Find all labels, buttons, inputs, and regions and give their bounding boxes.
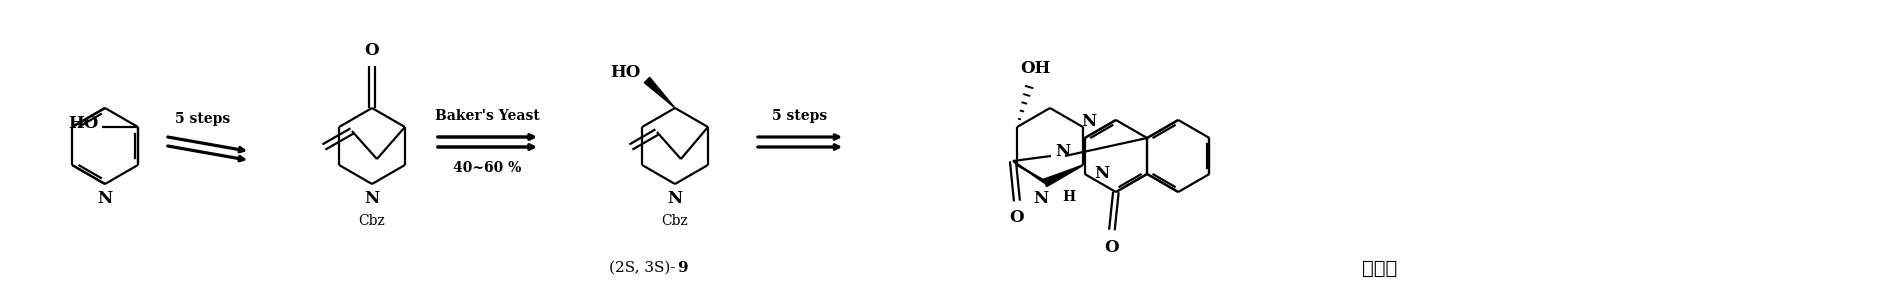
Text: 常山碕: 常山碕 — [1363, 258, 1398, 278]
Text: Cbz: Cbz — [661, 214, 689, 228]
Text: N: N — [1094, 165, 1109, 182]
Text: N: N — [668, 190, 683, 207]
Text: HO: HO — [610, 64, 642, 81]
Text: Cbz: Cbz — [359, 214, 385, 228]
Text: O: O — [364, 42, 379, 59]
Text: N: N — [98, 190, 113, 207]
Text: H: H — [1062, 190, 1076, 204]
Text: N: N — [364, 190, 379, 207]
Text: N: N — [1032, 190, 1047, 207]
Text: N: N — [1081, 113, 1096, 130]
Text: N: N — [1055, 143, 1070, 161]
Text: OH: OH — [1019, 60, 1051, 77]
Polygon shape — [1044, 165, 1083, 187]
Text: 40~60 %: 40~60 % — [454, 161, 522, 175]
Text: O: O — [1010, 209, 1025, 226]
Text: 5 steps: 5 steps — [771, 109, 828, 123]
Polygon shape — [644, 77, 676, 108]
Text: 5 steps: 5 steps — [175, 112, 231, 126]
Text: (2S, 3S)-: (2S, 3S)- — [608, 261, 676, 275]
Text: 9: 9 — [678, 261, 687, 275]
Text: O: O — [1104, 239, 1119, 256]
Text: HO: HO — [69, 116, 99, 133]
Text: Baker's Yeast: Baker's Yeast — [435, 109, 541, 123]
